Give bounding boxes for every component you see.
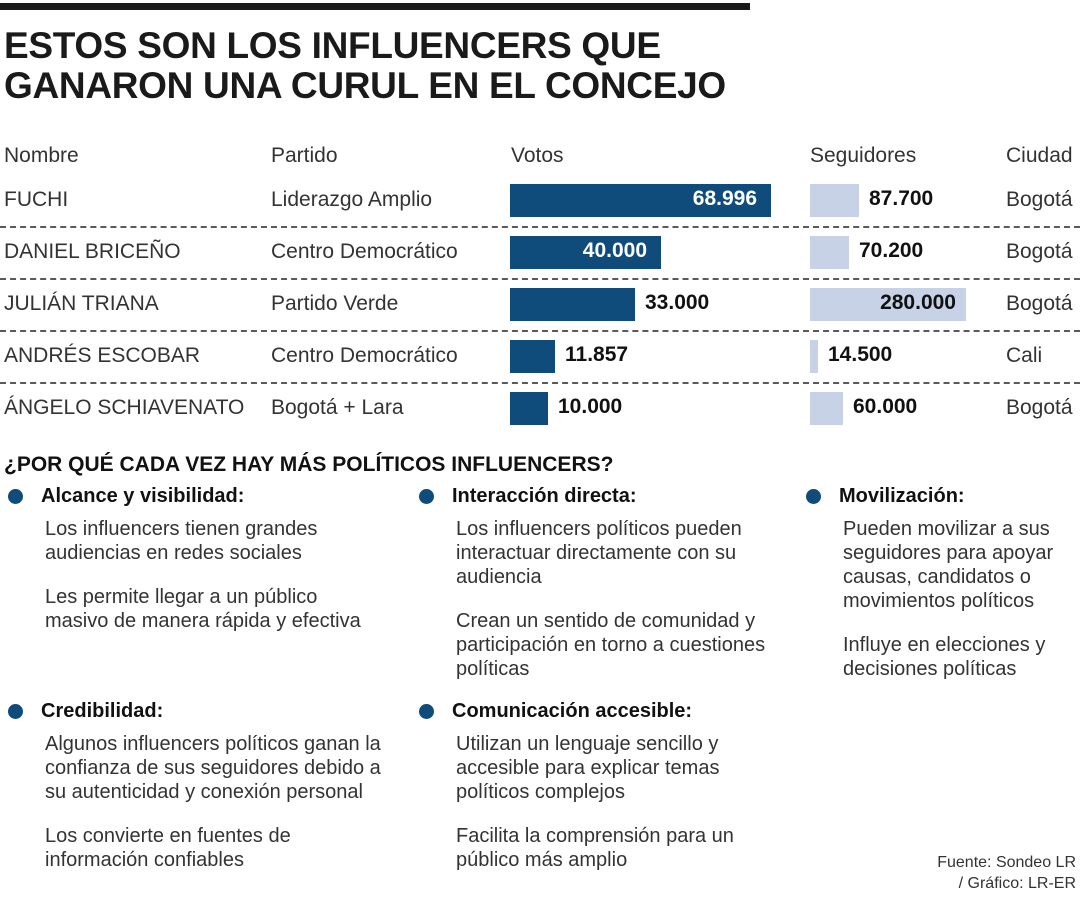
reason-movilizacion: Movilización: Pueden movilizar a sus seg…	[802, 483, 1077, 681]
reason-paragraph: Pueden movilizar a sus seguidores para a…	[843, 518, 1054, 612]
reason-paragraph: Los convierte en fuentes de información …	[45, 825, 291, 871]
votes-bar	[510, 236, 661, 269]
column-header-party: Partido	[271, 144, 338, 167]
column-header-name: Nombre	[4, 144, 79, 167]
followers-bar	[810, 392, 843, 425]
votes-bar	[510, 340, 555, 373]
city-name: Cali	[1006, 344, 1043, 367]
reason-paragraph: Los influencers tienen grandes audiencia…	[45, 518, 318, 564]
candidate-name: JULIÁN TRIANA	[4, 292, 159, 315]
bullet-dot-icon	[8, 488, 23, 504]
reason-credibilidad: Credibilidad: Algunos influencers políti…	[4, 698, 384, 872]
title-line-2: GANARON UNA CURUL EN EL CONCEJO	[4, 65, 726, 106]
followers-bar	[810, 340, 818, 373]
reason-alcance: Alcance y visibilidad: Los influencers t…	[4, 483, 384, 633]
reason-paragraph: Utilizan un lenguaje sencillo y accesibl…	[456, 733, 720, 803]
reason-paragraph: Algunos influencers políticos ganan la c…	[45, 733, 381, 803]
party-name: Partido Verde	[271, 292, 399, 315]
candidate-name: ÁNGELO SCHIAVENATO	[4, 396, 245, 419]
votes-bar	[510, 392, 548, 425]
top-rule	[0, 3, 750, 10]
followers-bar	[810, 184, 859, 217]
source-line: / Gráfico: LR-ER	[958, 875, 1076, 892]
row-separator	[0, 382, 1080, 384]
reason-interaccion: Interacción directa: Los influencers pol…	[415, 483, 775, 681]
votes-value: 40.000	[582, 239, 647, 262]
row-separator	[0, 330, 1080, 332]
votes-bar	[510, 184, 771, 217]
party-name: Liderazgo Amplio	[271, 188, 433, 211]
page-title: ESTOS SON LOS INFLUENCERS QUE GANARON UN…	[4, 26, 726, 106]
table-row: ANDRÉS ESCOBAR Centro Democrático 11.857 14…	[0, 331, 1080, 383]
column-header-followers: Seguidores	[810, 144, 917, 167]
followers-value: 280.000	[880, 291, 956, 314]
reason-paragraph: Les permite llegar a un público masivo d…	[45, 586, 361, 632]
reason-title: Movilización:	[839, 484, 965, 507]
table-row: ÁNGELO SCHIAVENATO Bogotá + Lara 10.000 60.…	[0, 383, 1080, 435]
reason-paragraph: Facilita la comprensión para un público …	[456, 825, 734, 871]
followers-value: 87.700	[869, 187, 934, 210]
party-name: Centro Democrático	[271, 344, 458, 367]
reason-title: Comunicación accesible:	[452, 699, 693, 722]
followers-value: 60.000	[853, 395, 918, 418]
city-name: Bogotá	[1006, 240, 1073, 263]
votes-bar	[510, 288, 635, 321]
followers-bar	[810, 288, 966, 321]
votes-value: 11.857	[565, 343, 629, 366]
bullet-dot-icon	[8, 703, 23, 719]
votes-value: 10.000	[558, 395, 623, 418]
row-separator	[0, 278, 1080, 280]
table-row: JULIÁN TRIANA Partido Verde 33.000 280.000 B…	[0, 279, 1080, 331]
party-name: Bogotá + Lara	[271, 396, 404, 419]
reason-paragraph: Crean un sentido de comunidad y particip…	[456, 610, 766, 680]
candidate-name: FUCHI	[4, 188, 69, 211]
reason-comunicacion: Comunicación accesible: Utilizan un leng…	[415, 698, 775, 872]
table-row: FUCHI Liderazgo Amplio 68.996 87.700 Bogotá	[0, 175, 1080, 227]
followers-value: 70.200	[859, 239, 924, 262]
reason-paragraph: Influye en elecciones y decisiones polít…	[843, 634, 1046, 680]
city-name: Bogotá	[1006, 396, 1073, 419]
party-name: Centro Democrático	[271, 240, 458, 263]
source-credit: Fuente: Sondeo LR / Gráfico: LR-ER	[937, 852, 1076, 894]
table-row: DANIEL BRICEÑO Centro Democrático 40.000 70…	[0, 227, 1080, 279]
reason-paragraph: Los influencers políticos pueden interac…	[456, 518, 742, 588]
column-header-votes: Votos	[511, 144, 564, 167]
city-name: Bogotá	[1006, 188, 1073, 211]
followers-bar	[810, 236, 849, 269]
candidate-name: DANIEL BRICEÑO	[4, 240, 181, 263]
reason-title: Alcance y visibilidad:	[41, 484, 245, 507]
city-name: Bogotá	[1006, 292, 1073, 315]
followers-value: 14.500	[828, 343, 893, 366]
source-line: Fuente: Sondeo LR	[937, 854, 1076, 871]
bullet-dot-icon	[419, 488, 434, 504]
bullet-dot-icon	[419, 703, 434, 719]
votes-value: 33.000	[645, 291, 710, 314]
candidate-name: ANDRÉS ESCOBAR	[4, 344, 201, 367]
bullet-dot-icon	[806, 488, 821, 504]
section-title: ¿POR QUÉ CADA VEZ HAY MÁS POLÍTICOS INFL…	[4, 453, 614, 476]
row-separator	[0, 226, 1080, 228]
reason-title: Interacción directa:	[452, 484, 637, 507]
column-header-city: Ciudad	[1006, 144, 1073, 167]
reason-title: Credibilidad:	[41, 699, 164, 722]
title-line-1: ESTOS SON LOS INFLUENCERS QUE	[4, 25, 661, 66]
votes-value: 68.996	[692, 187, 757, 210]
